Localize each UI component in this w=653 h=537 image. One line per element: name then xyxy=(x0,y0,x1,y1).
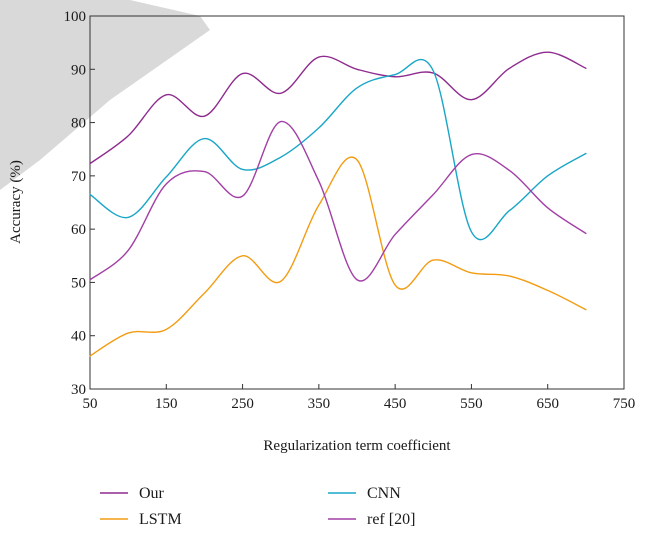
x-tick-label: 550 xyxy=(460,396,483,412)
x-axis-label: Regularization term coefficient xyxy=(263,438,451,454)
plot-area-border xyxy=(89,15,625,390)
x-tick-label: 50 xyxy=(83,396,98,412)
y-tick-label: 60 xyxy=(71,222,86,238)
ticks-layer: 50 150 250 350 450 550 650 750 30 40 50 60 70 80 90 100 xyxy=(64,9,636,412)
y-tick-label: 90 xyxy=(71,62,86,78)
series-layer xyxy=(89,51,587,357)
legend-label-lstm: LSTM xyxy=(139,511,182,528)
y-tick-label: 50 xyxy=(71,275,86,291)
legend-label-our: Our xyxy=(139,485,165,502)
y-tick-label: 40 xyxy=(71,329,86,345)
x-tick-label: 450 xyxy=(384,396,407,412)
x-tick-label: 350 xyxy=(308,396,331,412)
legend-label-ref-20: ref [20] xyxy=(367,511,415,528)
x-tick-label: 250 xyxy=(231,396,254,412)
series-line-lstm xyxy=(89,156,587,357)
x-tick-label: 650 xyxy=(536,396,559,412)
series-line-cnn xyxy=(89,58,587,241)
y-tick-label: 80 xyxy=(71,116,86,132)
x-tick-label: 150 xyxy=(155,396,178,412)
legend-label-cnn: CNN xyxy=(367,485,401,502)
y-tick-label: 70 xyxy=(71,169,86,185)
legend: Our CNN LSTM ref [20] xyxy=(100,485,415,528)
series-line-our xyxy=(89,51,587,165)
y-tick-label: 30 xyxy=(71,382,86,398)
series-line-ref-20 xyxy=(89,120,587,282)
watermark-band xyxy=(0,0,210,190)
plot-frame xyxy=(89,15,625,390)
x-tick-label: 750 xyxy=(613,396,636,412)
y-axis-label: Accuracy (%) xyxy=(8,160,24,244)
y-tick-label: 100 xyxy=(64,9,87,25)
